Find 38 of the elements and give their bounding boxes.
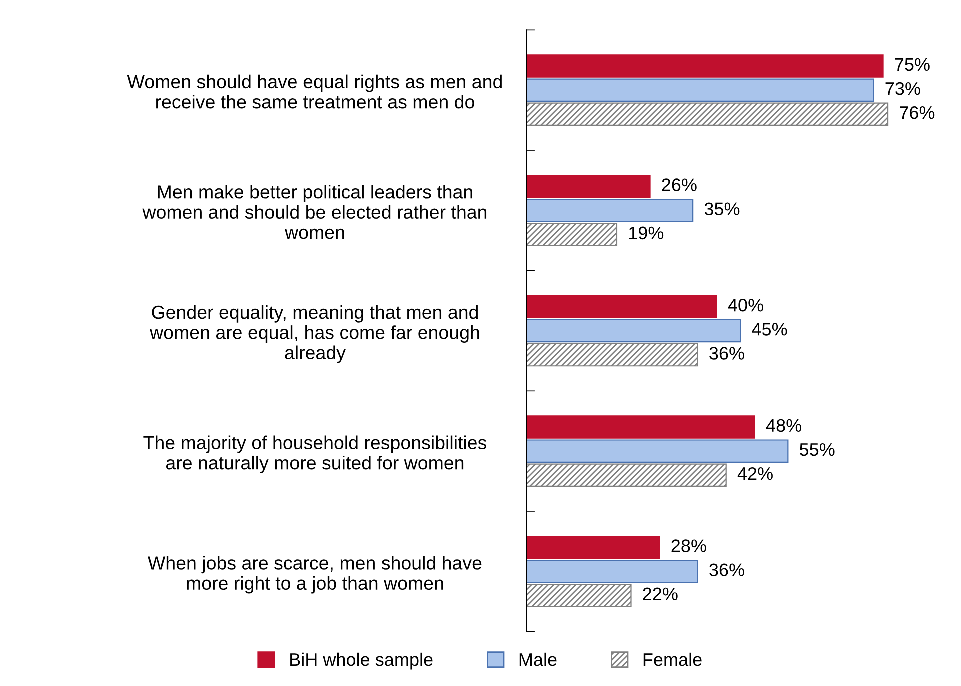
data-label: 22% [643, 588, 678, 600]
data-label: 48% [766, 419, 802, 432]
bar [526, 416, 756, 439]
bar [526, 584, 632, 608]
bar [526, 536, 660, 560]
data-label: 40% [728, 298, 764, 312]
data-label: 36% [710, 347, 744, 360]
data-label: 36% [710, 564, 744, 576]
bar [526, 174, 651, 198]
y-tick-label: Men make better political leaders than women and should be elected rather than women [142, 185, 487, 240]
y-tick-label: The majority of household responsibilities are naturally more suited for women [144, 436, 487, 474]
legend-label: Female [644, 652, 702, 666]
y-tick-label: When jobs are scarce, men should have more right to a job than women [148, 556, 482, 594]
legend-label: BiH whole sample [290, 652, 433, 670]
legend-label: Male [520, 652, 557, 666]
data-label: 76% [900, 106, 935, 120]
data-label: 28% [672, 540, 706, 552]
bar [526, 464, 727, 488]
bar [526, 343, 698, 367]
y-tick-label: Women should have equal rights as men and receive the same treatment as men do [127, 74, 502, 109]
bar [526, 199, 694, 222]
bar [526, 295, 718, 319]
y-tick-label: Gender equality, meaning that men and women are equal, has come far enough already [150, 305, 480, 364]
data-label: 26% [662, 178, 697, 192]
data-label: 35% [704, 202, 740, 216]
bar [526, 102, 889, 126]
bar [526, 319, 742, 343]
bar [526, 560, 698, 584]
bar [526, 223, 618, 246]
bar [526, 54, 884, 78]
data-label: 73% [886, 82, 920, 96]
data-label: 75% [895, 58, 930, 72]
data-label: 42% [738, 467, 773, 480]
data-label: 55% [800, 443, 835, 456]
bar [526, 440, 789, 463]
data-label: 19% [629, 226, 664, 240]
data-label: 45% [752, 323, 788, 336]
bar [526, 78, 874, 102]
